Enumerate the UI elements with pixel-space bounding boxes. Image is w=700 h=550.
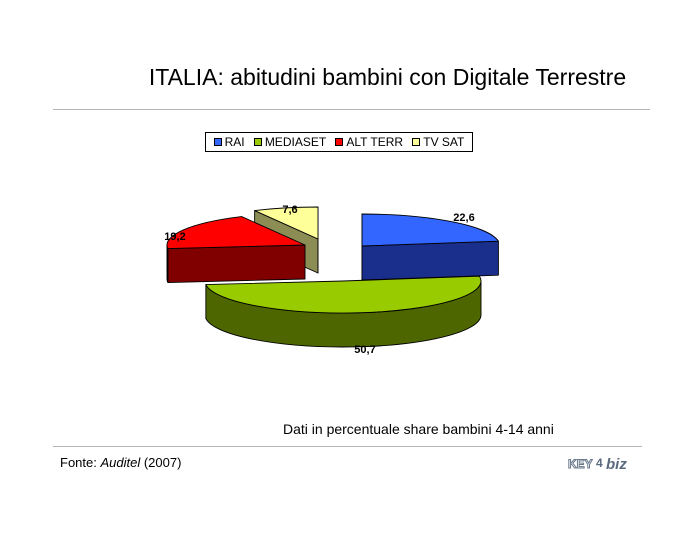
chart-note: Dati in percentuale share bambini 4-14 a… — [283, 421, 554, 437]
legend-label-alt-terr: ALT TERR — [346, 135, 404, 149]
slice-top-alt-terr — [166, 216, 306, 250]
slice-top-mediaset — [205, 275, 482, 314]
data-label-mediaset: 50,7 — [354, 344, 375, 356]
source-prefix: Fonte: — [60, 455, 101, 470]
logo-biz-text: biz — [606, 456, 627, 473]
legend-swatch-tv-sat — [412, 138, 421, 146]
legend-item-rai: RAI — [213, 135, 245, 149]
key4biz-logo: KEY 4 biz — [568, 456, 627, 473]
legend-label-mediaset: MEDIASET — [264, 135, 327, 149]
source-credit: Fonte: Auditel (2007) — [60, 455, 181, 470]
legend-item-mediaset: MEDIASET — [253, 135, 327, 149]
legend-label-rai: RAI — [224, 135, 245, 149]
data-label-tv-sat: 7,6 — [282, 204, 297, 216]
page-title: ITALIA: abitudini bambini con Digitale T… — [148, 64, 627, 90]
slice-top-tv-sat — [254, 206, 319, 240]
legend-item-alt-terr: ALT TERR — [335, 135, 403, 149]
data-label-alt-terr: 19,2 — [164, 231, 185, 243]
legend-label-tv-sat: TV SAT — [423, 135, 465, 149]
slice-front-wall-alt-terr — [166, 244, 169, 284]
slice-side-wall-alt-terr — [167, 244, 306, 284]
legend-swatch-alt-terr — [335, 138, 344, 146]
slice-side-wall-rai — [361, 240, 499, 281]
source-name: Auditel — [100, 455, 141, 470]
pie-slice-rai — [361, 213, 499, 281]
slice-top-rai — [361, 213, 499, 247]
data-label-rai: 22,6 — [453, 212, 474, 224]
logo-four-text: 4 — [596, 456, 603, 470]
legend-swatch-rai — [213, 138, 222, 146]
chart-legend: RAI MEDIASET ALT TERR TV SAT — [205, 132, 473, 152]
legend-swatch-mediaset — [253, 138, 262, 146]
source-suffix: (2007) — [140, 455, 182, 470]
pie-slice-alt-terr — [166, 216, 306, 284]
pie-slice-mediaset — [205, 275, 482, 348]
footer-divider — [53, 446, 642, 447]
legend-item-tv-sat: TV SAT — [412, 135, 464, 149]
logo-key-text: KEY — [568, 457, 593, 471]
title-divider — [53, 109, 650, 110]
